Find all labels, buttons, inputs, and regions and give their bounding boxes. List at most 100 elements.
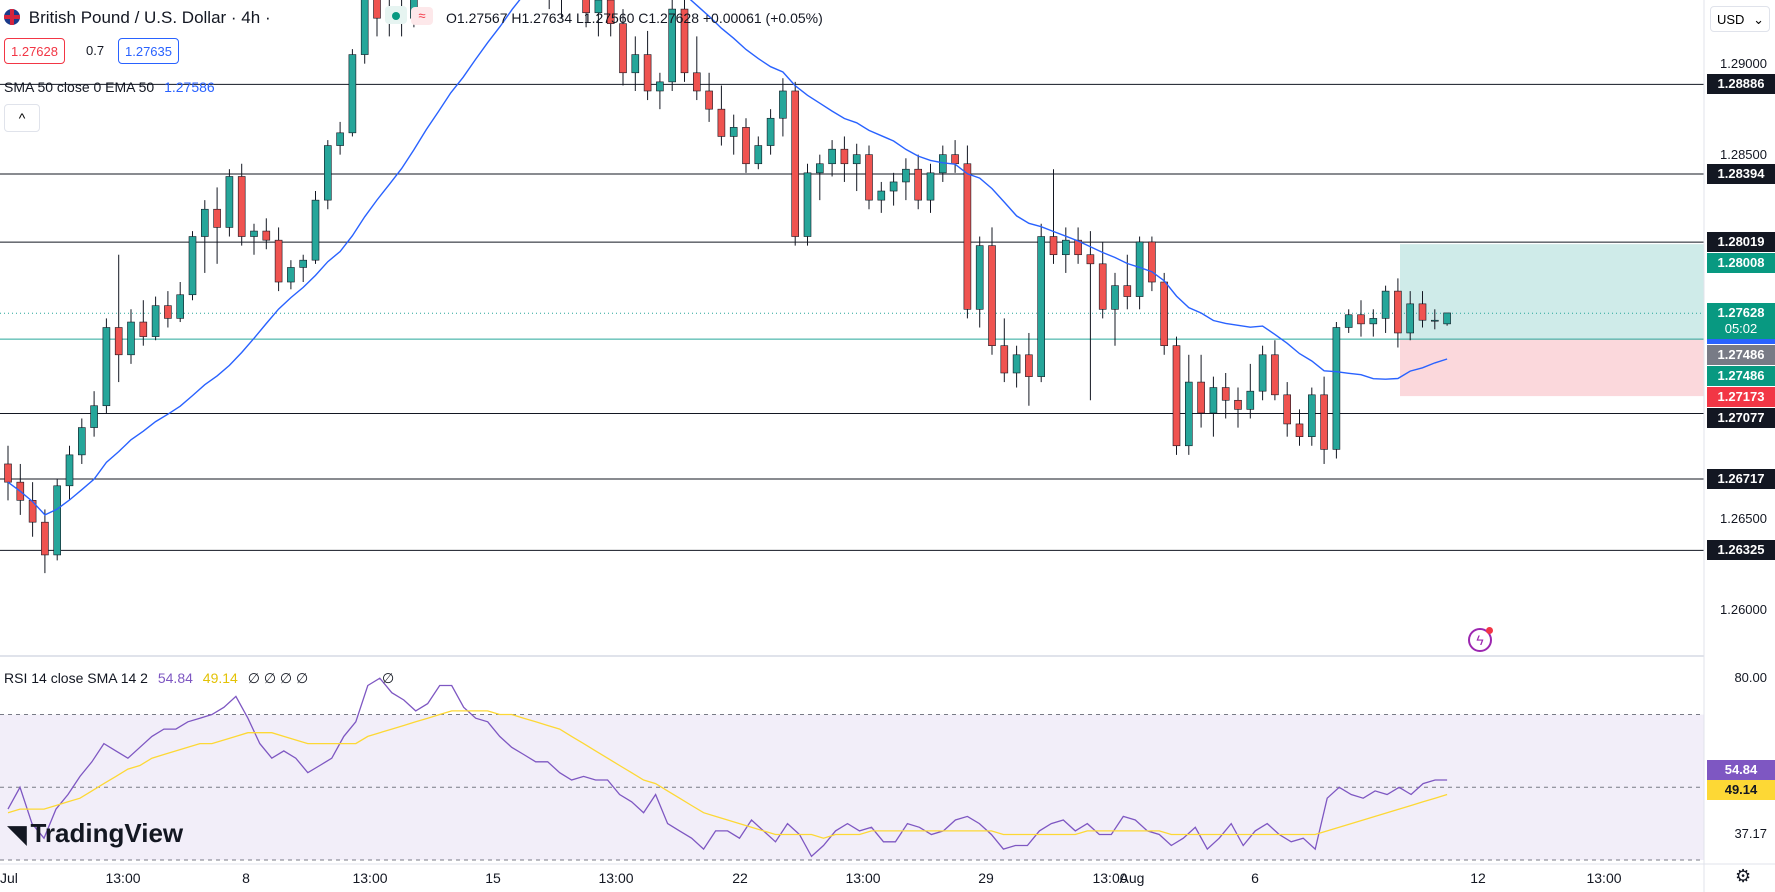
candle[interactable]	[176, 294, 184, 319]
candle[interactable]	[1369, 318, 1378, 325]
candle[interactable]	[78, 427, 86, 456]
candle[interactable]	[902, 168, 910, 183]
price-tag[interactable]: 1.27628	[1707, 303, 1775, 324]
candle[interactable]	[1086, 254, 1095, 265]
candle[interactable]	[803, 172, 812, 237]
price-tag[interactable]: 1.26717	[1707, 469, 1775, 490]
price-tag[interactable]: 1.28886	[1707, 74, 1775, 95]
candle[interactable]	[1332, 327, 1341, 450]
candle[interactable]	[1344, 314, 1353, 328]
candle[interactable]	[926, 172, 935, 201]
candle[interactable]	[594, 0, 603, 14]
candle[interactable]	[237, 176, 246, 237]
candle[interactable]	[1418, 303, 1427, 321]
candle[interactable]	[766, 117, 775, 146]
candle[interactable]	[274, 239, 283, 283]
candle[interactable]	[1148, 241, 1156, 283]
candle[interactable]	[975, 245, 984, 310]
candle[interactable]	[1185, 381, 1193, 447]
market-status-icon[interactable]	[385, 6, 407, 24]
candle[interactable]	[373, 0, 381, 19]
price-tag[interactable]: 1.28019	[1707, 232, 1775, 253]
candle[interactable]	[164, 305, 172, 319]
loss-zone[interactable]	[1400, 339, 1704, 397]
candle[interactable]	[213, 208, 221, 228]
candle[interactable]	[1221, 387, 1230, 401]
candle[interactable]	[53, 485, 62, 556]
candle[interactable]	[1098, 263, 1107, 310]
candle[interactable]	[852, 154, 861, 165]
candle[interactable]	[914, 168, 923, 201]
candle[interactable]	[1197, 381, 1205, 414]
candle[interactable]	[619, 23, 627, 74]
candle[interactable]	[729, 127, 738, 137]
candle[interactable]	[742, 127, 750, 165]
candle[interactable]	[225, 176, 234, 228]
price-tag[interactable]: 1.27486	[1707, 366, 1775, 387]
delay-wave-icon[interactable]: ≈	[410, 7, 433, 25]
candle[interactable]	[287, 267, 295, 283]
candle[interactable]	[840, 148, 849, 165]
candle[interactable]	[1012, 354, 1021, 374]
candle[interactable]	[865, 154, 873, 201]
candle[interactable]	[1000, 345, 1009, 374]
candle[interactable]	[606, 0, 615, 24]
candle[interactable]	[963, 163, 972, 310]
candle[interactable]	[1074, 239, 1082, 256]
candle[interactable]	[1172, 345, 1181, 447]
candle[interactable]	[889, 181, 898, 192]
candle[interactable]	[1295, 423, 1304, 437]
gear-icon[interactable]: ⚙	[1735, 866, 1752, 886]
candle[interactable]	[877, 190, 886, 201]
collapse-legend-button[interactable]: ^	[4, 104, 40, 132]
currency-selector[interactable]: USD ⌄	[1710, 6, 1770, 32]
candle[interactable]	[1308, 394, 1316, 437]
candle[interactable]	[1160, 281, 1168, 346]
candle[interactable]	[28, 500, 37, 523]
candle[interactable]	[1320, 394, 1328, 450]
sma-legend[interactable]: SMA 50 close 0 EMA 50 1.27586	[4, 79, 215, 95]
candle[interactable]	[1431, 319, 1439, 322]
candle[interactable]	[705, 90, 713, 110]
price-tag[interactable]: 1.28394	[1707, 163, 1775, 184]
rsi-value-tag[interactable]: 49.14	[1707, 780, 1775, 801]
rsi-legend[interactable]: RSI 14 close SMA 14 2 54.84 49.14 ∅ ∅ ∅ …	[4, 670, 308, 687]
price-tag[interactable]: 1.27077	[1707, 408, 1775, 429]
candle[interactable]	[791, 90, 800, 237]
candle[interactable]	[1443, 312, 1451, 325]
candle[interactable]	[680, 8, 689, 74]
rsi-line[interactable]	[7, 677, 1448, 858]
price-tag[interactable]: 1.27173	[1707, 387, 1775, 408]
candle[interactable]	[1062, 239, 1070, 256]
candle[interactable]	[631, 54, 640, 74]
sell-price-button[interactable]: 1.27628	[4, 38, 65, 64]
candle[interactable]	[90, 405, 98, 428]
candle[interactable]	[828, 148, 836, 165]
candle[interactable]	[1406, 303, 1414, 334]
sma-50-line[interactable]	[7, 0, 1448, 516]
tradingview-watermark[interactable]: ◥ TradingView	[8, 818, 183, 849]
candle[interactable]	[988, 245, 996, 346]
candle[interactable]	[1258, 354, 1267, 392]
candle[interactable]	[1209, 387, 1218, 414]
candle[interactable]	[1049, 236, 1058, 256]
candle[interactable]	[717, 108, 726, 137]
candle[interactable]	[65, 454, 74, 487]
profit-zone[interactable]	[1400, 244, 1704, 340]
candle[interactable]	[102, 327, 111, 407]
candle[interactable]	[1283, 394, 1291, 425]
candle[interactable]	[250, 230, 258, 237]
candle[interactable]	[1246, 390, 1255, 410]
candle[interactable]	[1357, 314, 1365, 325]
candle[interactable]	[815, 163, 824, 174]
candle[interactable]	[754, 145, 763, 165]
candle[interactable]	[114, 327, 123, 356]
candle[interactable]	[1037, 236, 1045, 377]
candle[interactable]	[127, 321, 135, 356]
candle[interactable]	[348, 54, 357, 134]
candle[interactable]	[582, 0, 590, 14]
candle[interactable]	[323, 145, 332, 201]
price-tag[interactable]: 1.27486	[1707, 345, 1775, 366]
candle[interactable]	[139, 321, 148, 337]
